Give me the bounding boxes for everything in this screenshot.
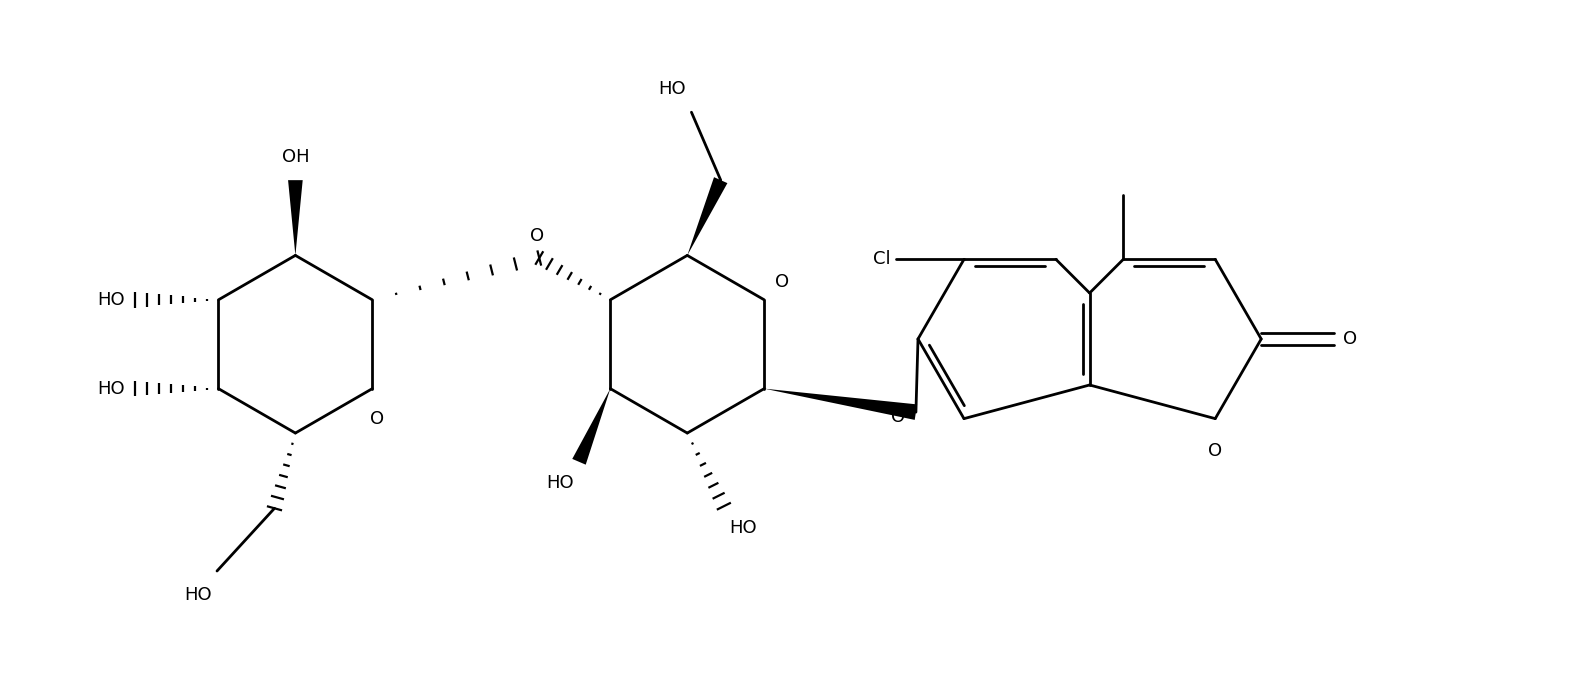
Text: OH: OH <box>282 148 309 165</box>
Polygon shape <box>687 177 727 256</box>
Polygon shape <box>764 388 917 420</box>
Text: O: O <box>1342 330 1356 348</box>
Polygon shape <box>289 180 303 256</box>
Text: HO: HO <box>728 519 757 537</box>
Text: O: O <box>531 228 544 245</box>
Text: HO: HO <box>97 380 124 397</box>
Text: HO: HO <box>547 475 574 492</box>
Text: Cl: Cl <box>874 250 891 268</box>
Text: HO: HO <box>185 586 212 603</box>
Text: O: O <box>370 410 384 428</box>
Text: O: O <box>891 408 905 426</box>
Text: O: O <box>775 273 789 292</box>
Text: O: O <box>1208 441 1223 460</box>
Polygon shape <box>572 388 611 464</box>
Text: HO: HO <box>97 291 124 308</box>
Text: HO: HO <box>658 79 687 98</box>
